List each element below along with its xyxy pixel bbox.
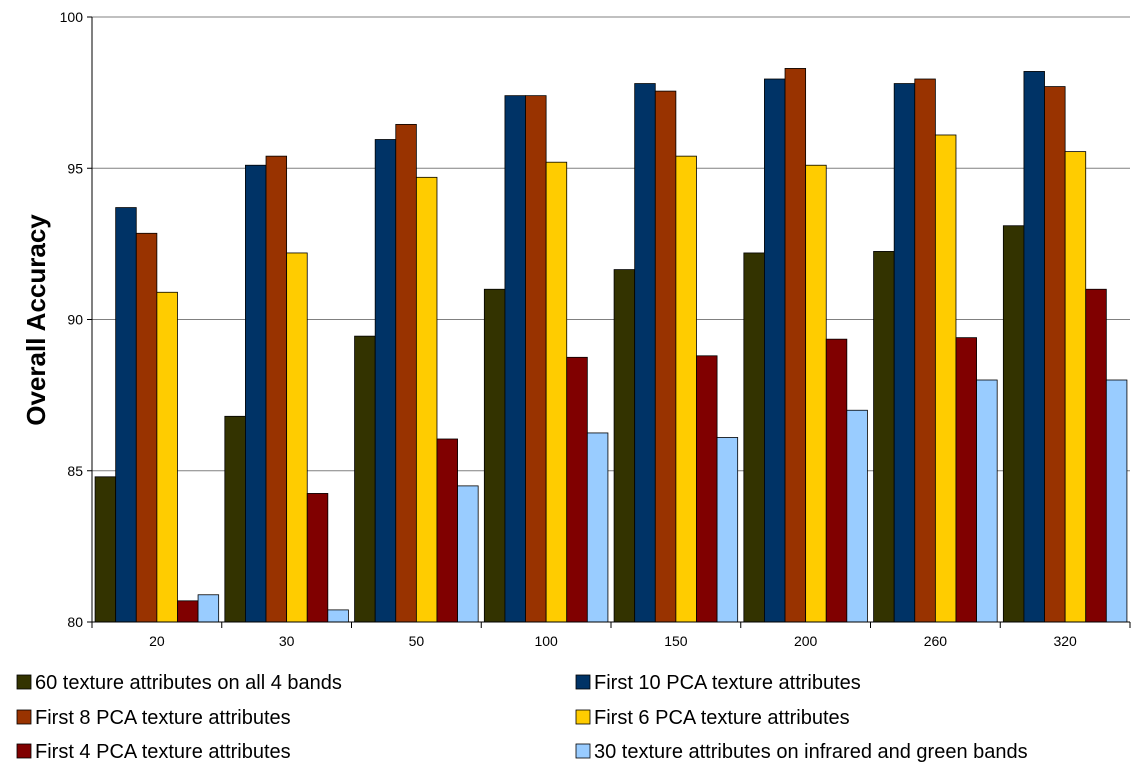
x-tick-label: 20: [149, 633, 165, 649]
bar: [654, 90, 677, 623]
legend-swatch: [575, 674, 591, 690]
bar: [566, 356, 588, 623]
bar: [374, 139, 397, 623]
x-tick-label: 50: [409, 633, 425, 649]
bar: [846, 409, 868, 623]
bar: [94, 476, 117, 623]
y-tick-label: 80: [67, 614, 83, 630]
bar: [873, 251, 895, 623]
x-tick-label: 30: [279, 633, 295, 649]
bar: [1023, 71, 1045, 623]
bar: [115, 207, 137, 623]
bar: [893, 83, 916, 623]
bar: [764, 78, 786, 623]
bar: [1105, 379, 1128, 623]
bar: [716, 437, 739, 623]
bars-layer: [94, 68, 1128, 623]
y-tick-label: 95: [67, 160, 83, 176]
bar: [395, 123, 417, 623]
x-tick-label: 320: [1053, 633, 1077, 649]
bar: [675, 155, 697, 623]
bar: [197, 594, 220, 623]
legend-label: First 10 PCA texture attributes: [594, 672, 861, 694]
legend-label: First 6 PCA texture attributes: [594, 707, 850, 729]
bar: [825, 338, 848, 623]
legend-label: First 4 PCA texture attributes: [35, 741, 291, 763]
bar: [135, 232, 158, 623]
y-axis-title: Overall Accuracy: [21, 214, 51, 426]
bar: [1002, 225, 1025, 623]
x-tick-label: 260: [924, 633, 948, 649]
bar: [286, 252, 308, 623]
legend-swatch: [16, 743, 32, 759]
legend-swatch: [16, 674, 32, 690]
bar: [483, 288, 506, 623]
legend-label: 30 texture attributes on infrared and gr…: [594, 741, 1028, 763]
bar: [224, 415, 246, 623]
bar: [1064, 151, 1087, 623]
bar: [955, 337, 977, 623]
bar: [1044, 86, 1066, 623]
legend-label: First 8 PCA texture attributes: [35, 707, 291, 729]
legend: 60 texture attributes on all 4 bands Firs…: [16, 672, 1028, 763]
bar: [245, 164, 267, 623]
legend-swatch: [16, 709, 32, 725]
bar: [784, 68, 807, 623]
x-tick-label: 200: [794, 633, 818, 649]
bar: [415, 176, 438, 623]
bar: [1085, 288, 1107, 623]
x-tick-label: 150: [664, 633, 688, 649]
bar: [914, 78, 936, 623]
bar: [156, 291, 178, 623]
legend-swatch: [575, 743, 591, 759]
bar: [545, 161, 568, 623]
y-tick-label: 100: [60, 9, 84, 25]
bar: [696, 355, 718, 623]
bar: [457, 485, 479, 623]
bar: [354, 335, 376, 623]
bar: [586, 432, 609, 623]
y-tick-label: 90: [67, 312, 83, 328]
bar: [436, 438, 458, 623]
bar: [504, 95, 526, 623]
legend-label: 60 texture attributes on all 4 bands: [35, 672, 342, 694]
bar: [306, 493, 329, 623]
bar: [265, 155, 288, 623]
bar: [934, 134, 957, 623]
x-tick-label: 100: [534, 633, 558, 649]
bar: [177, 600, 199, 623]
legend-swatch: [575, 709, 591, 725]
bar: [743, 252, 765, 623]
bar: [327, 609, 349, 623]
bar: [976, 379, 998, 623]
bar: [805, 164, 827, 623]
bar: [613, 269, 636, 623]
y-tick-label: 85: [67, 463, 83, 479]
bar: [525, 95, 547, 623]
bar: [634, 83, 656, 623]
axis-layer: 80 85 90 95 100 20 30 50 100 150 200 260 320: [60, 9, 1131, 649]
